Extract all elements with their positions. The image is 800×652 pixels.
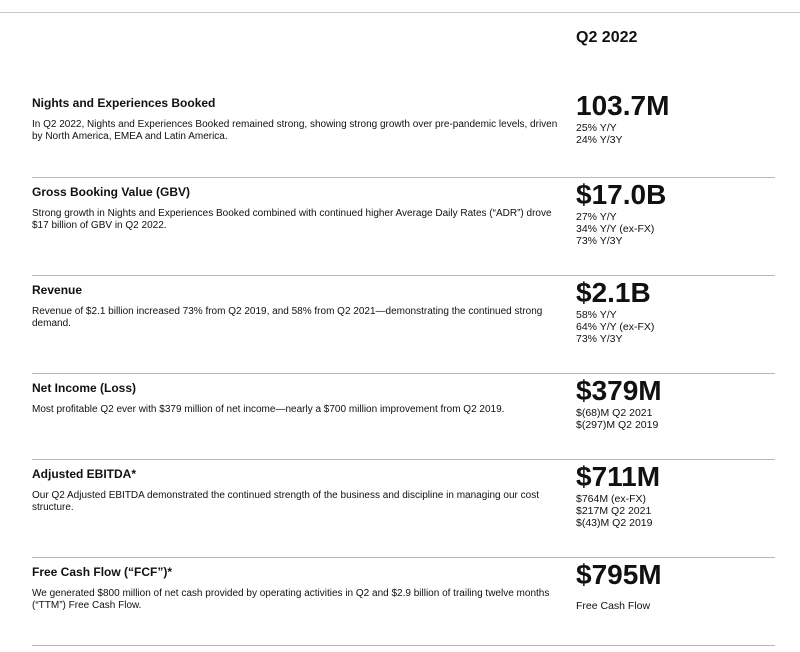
metric-note: 25% Y/Y (576, 122, 617, 134)
metric-value: 103.7M (576, 90, 670, 121)
metric-notes: Free Cash Flow (576, 600, 775, 612)
row-divider (32, 177, 775, 178)
metric-value: $2.1B (576, 277, 651, 308)
metric-notes: 58% Y/Y 64% Y/Y (ex-FX) 73% Y/3Y (576, 309, 775, 345)
metric-value: $795M (576, 559, 662, 590)
metric-note: $217M Q2 2021 (576, 505, 652, 517)
row-divider (32, 557, 775, 558)
row-divider (32, 275, 775, 276)
metric-figure: $379M $(68)M Q2 2021 $(297)M Q2 2019 (576, 375, 775, 431)
metric-value: $379M (576, 375, 662, 406)
metric-figure: $795M Free Cash Flow (576, 559, 775, 612)
metric-notes: $(68)M Q2 2021 $(297)M Q2 2019 (576, 407, 775, 431)
metric-description: Most profitable Q2 ever with $379 millio… (32, 404, 505, 415)
metric-figure: $711M $764M (ex-FX) $217M Q2 2021 $(43)M… (576, 461, 775, 529)
metric-title: Nights and Experiences Booked (32, 96, 216, 110)
metric-description: Strong growth in Nights and Experiences … (32, 208, 552, 231)
metric-description: Our Q2 Adjusted EBITDA demonstrated the … (32, 490, 539, 513)
metric-notes: 27% Y/Y 34% Y/Y (ex-FX) 73% Y/3Y (576, 211, 775, 247)
metric-title: Adjusted EBITDA* (32, 467, 137, 481)
metric-note: $(68)M Q2 2021 (576, 407, 653, 419)
metric-note: 34% Y/Y (ex-FX) (576, 223, 655, 235)
metric-note: 24% Y/3Y (576, 134, 623, 146)
metric-description: Revenue of $2.1 billion increased 73% fr… (32, 306, 543, 329)
metric-note: Free Cash Flow (576, 600, 651, 612)
metric-note: 58% Y/Y (576, 309, 617, 321)
metric-title: Revenue (32, 283, 83, 297)
row-divider (32, 645, 775, 646)
metric-value: $17.0B (576, 179, 667, 210)
metric-notes: $764M (ex-FX) $217M Q2 2021 $(43)M Q2 20… (576, 493, 775, 529)
metric-figure: $2.1B 58% Y/Y 64% Y/Y (ex-FX) 73% Y/3Y (576, 277, 775, 345)
metric-note: 73% Y/3Y (576, 333, 623, 345)
metric-note: 73% Y/3Y (576, 235, 623, 247)
metric-note: $(43)M Q2 2019 (576, 517, 653, 529)
metric-title: Free Cash Flow (“FCF”)* (32, 565, 173, 579)
top-divider (0, 12, 800, 13)
row-divider (32, 459, 775, 460)
metric-note: 64% Y/Y (ex-FX) (576, 321, 655, 333)
metric-figure: 103.7M 25% Y/Y 24% Y/3Y (576, 90, 775, 146)
metric-title: Net Income (Loss) (32, 381, 137, 395)
metric-title: Gross Booking Value (GBV) (32, 185, 191, 199)
metric-figure: $17.0B 27% Y/Y 34% Y/Y (ex-FX) 73% Y/3Y (576, 179, 775, 247)
metric-description: In Q2 2022, Nights and Experiences Booke… (32, 119, 558, 142)
metric-note: $764M (ex-FX) (576, 493, 647, 505)
metric-note: 27% Y/Y (576, 211, 617, 223)
metric-value: $711M (576, 461, 661, 492)
row-divider (32, 373, 775, 374)
metric-note: $(297)M Q2 2019 (576, 419, 659, 431)
metric-notes: 25% Y/Y 24% Y/3Y (576, 122, 775, 146)
metric-description: We generated $800 million of net cash pr… (32, 588, 550, 611)
period-header: Q2 2022 (576, 29, 638, 46)
